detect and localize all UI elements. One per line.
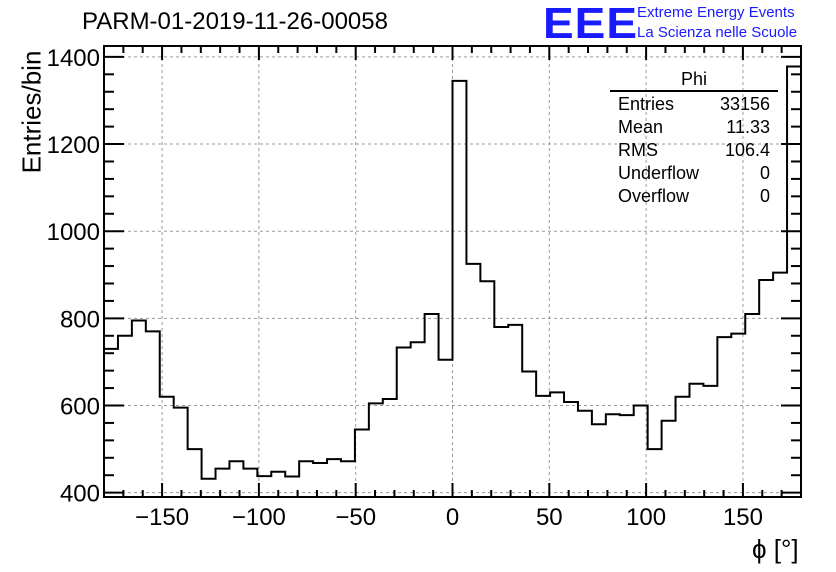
stats-row-entries: Entries 33156 [610, 93, 778, 116]
histogram-bin [759, 280, 773, 497]
stats-title: Phi [680, 69, 707, 89]
stats-label: Overflow [618, 186, 690, 206]
stats-value: 106.4 [724, 140, 770, 160]
x-tick-label: 150 [723, 504, 763, 531]
histogram-bin [550, 392, 564, 497]
y-axis-label: Entries/bin [16, 50, 47, 174]
histogram-bin [411, 342, 425, 497]
histogram-bin [299, 461, 313, 497]
histogram-bin [104, 349, 118, 497]
histogram-bin [132, 321, 146, 497]
histogram-bin [216, 469, 230, 497]
stats-row-underflow: Underflow 0 [610, 162, 778, 185]
histogram-bin [731, 334, 745, 497]
histogram-bin [578, 411, 592, 497]
x-tick-label: 100 [626, 504, 666, 531]
histogram-bin [355, 429, 369, 497]
histogram-bin [369, 403, 383, 497]
x-axis-label: ϕ [°] [752, 534, 799, 564]
axis-ticks [103, 46, 802, 497]
histogram-bin [397, 348, 411, 497]
logo-subtitle-1: Extreme Energy Events [637, 4, 795, 21]
y-tick-label: 800 [60, 306, 100, 333]
y-tick-label: 1200 [47, 132, 100, 159]
chart-title: PARM-01-2019-11-26-00058 [82, 8, 388, 35]
histogram-outline [104, 65, 801, 480]
histogram-bin [327, 459, 341, 497]
stats-label: Entries [618, 94, 675, 114]
histogram-bin [745, 314, 759, 497]
histogram-bin [662, 421, 676, 497]
stats-row-mean: Mean 11.33 [610, 116, 778, 139]
stats-row-rms: RMS 106.4 [610, 139, 778, 162]
histogram-bin [202, 479, 216, 497]
stats-label: Underflow [618, 163, 700, 183]
axis-tick-labels: −150 −100 −50 0 50 100 150 400 600 800 1000 1200 140… [47, 45, 763, 531]
histogram-bin [606, 414, 620, 497]
stats-row-overflow: Overflow 0 [610, 185, 778, 208]
x-tick-label: 50 [536, 504, 563, 531]
histogram-bin [439, 360, 453, 497]
histogram-bin [689, 384, 703, 497]
histogram-bin [494, 327, 508, 497]
histogram-bin [160, 397, 174, 497]
histogram-bin [146, 331, 160, 497]
histogram-bin [174, 408, 188, 497]
histogram-bin [508, 325, 522, 497]
histogram-bin [118, 336, 132, 497]
histogram-bin [717, 337, 731, 497]
stats-box: Phi Entries 33156 Mean 11.33 RMS 106.4 U… [610, 68, 778, 208]
y-tick-label: 1000 [47, 219, 100, 246]
histogram-bin [773, 273, 787, 497]
histogram-bin [634, 405, 648, 497]
stats-divider [610, 90, 778, 92]
y-tick-label: 600 [60, 393, 100, 420]
histogram-bin [341, 461, 355, 497]
histogram-bin [480, 281, 494, 497]
logo-subtitle-2: La Scienza nelle Scuole [637, 24, 798, 41]
histogram-bin [285, 477, 299, 497]
histogram-bin [243, 469, 257, 497]
x-tick-label: −50 [335, 504, 376, 531]
stats-value: 33156 [719, 94, 770, 114]
histogram-bin [466, 264, 480, 497]
x-tick-label: −100 [232, 504, 286, 531]
histogram-bin [453, 81, 467, 497]
stats-value: 0 [759, 163, 770, 183]
histogram-bin [620, 415, 634, 497]
x-tick-label: 0 [446, 504, 459, 531]
stats-label: Mean [618, 117, 664, 137]
histogram-bin [676, 397, 690, 497]
histogram-bin [425, 314, 439, 497]
histogram-bin [229, 461, 243, 497]
y-tick-label: 1400 [47, 45, 100, 72]
histogram-bin [592, 424, 606, 497]
histogram-bin [787, 66, 801, 497]
stats-value: 0 [759, 186, 770, 206]
histogram-bin [536, 396, 550, 497]
histogram-bin [383, 399, 397, 497]
histogram-bin [271, 472, 285, 497]
histogram-bin [313, 463, 327, 497]
histogram-bin [522, 372, 536, 497]
histogram-bin [188, 449, 202, 497]
eee-logo: EEE [543, 0, 639, 48]
x-tick-label: −150 [135, 504, 189, 531]
stats-value: 11.33 [726, 117, 770, 137]
histogram-bin [703, 386, 717, 497]
histogram-bin [564, 402, 578, 497]
stats-label: RMS [618, 140, 658, 160]
histogram-bin [257, 476, 271, 497]
y-tick-label: 400 [60, 481, 100, 508]
histogram-bin [648, 449, 662, 497]
